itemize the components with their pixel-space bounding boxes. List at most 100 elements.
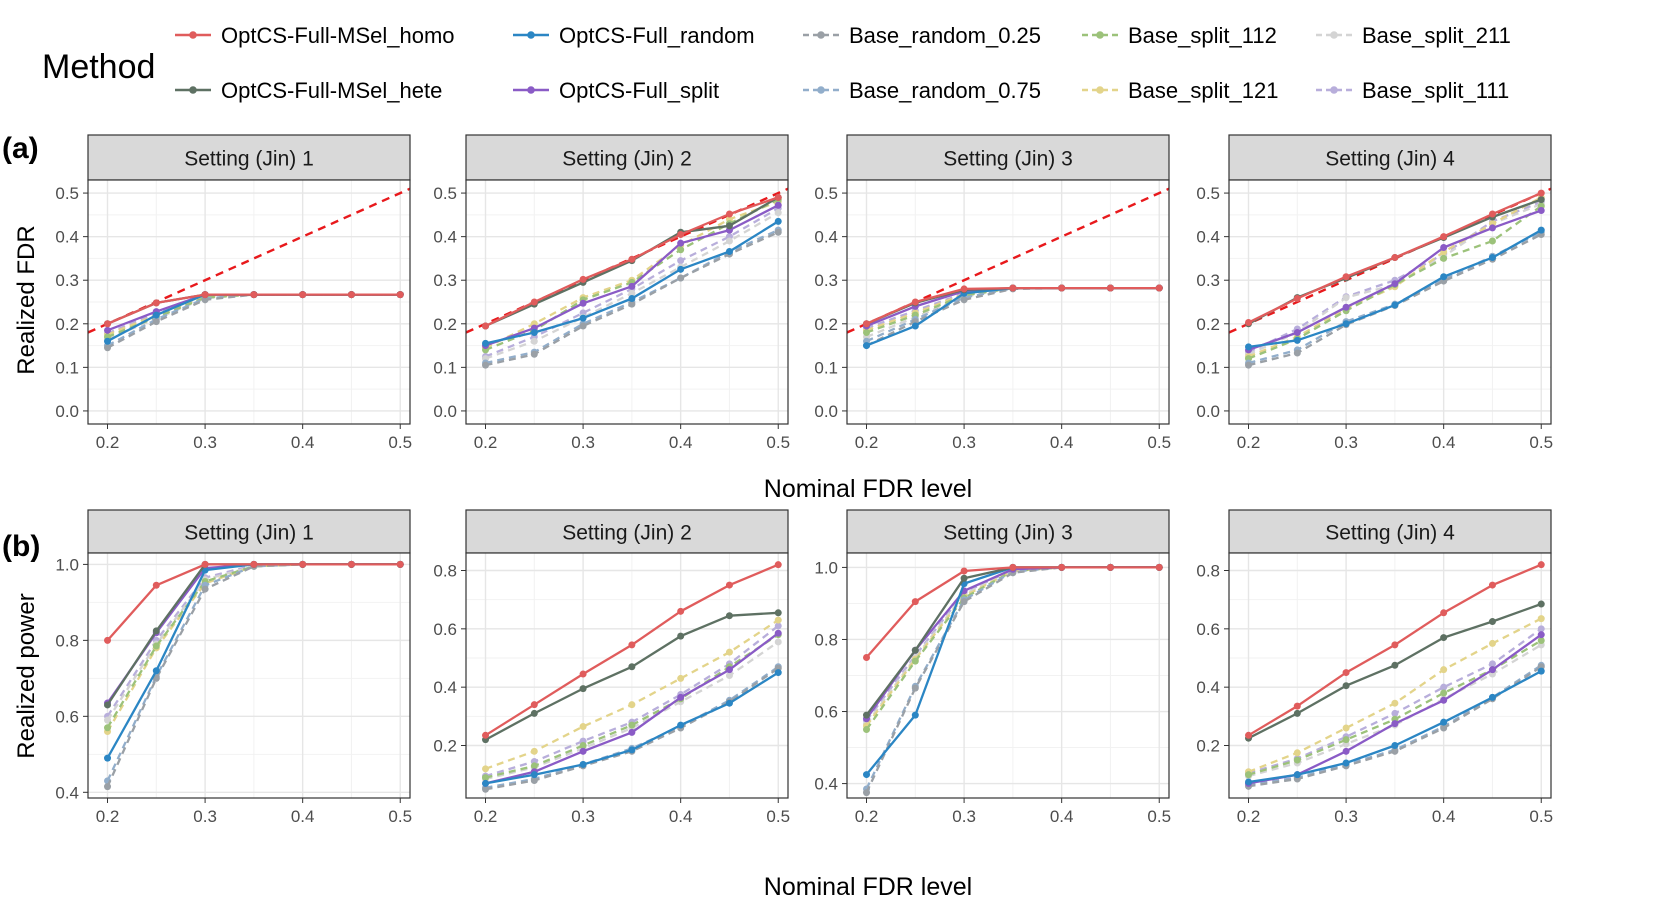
data-point xyxy=(1245,318,1253,326)
y-tick-label: 0.4 xyxy=(814,228,838,247)
facet-title: Setting (Jin) 1 xyxy=(184,148,314,171)
data-point xyxy=(1488,693,1496,701)
data-point xyxy=(960,574,968,582)
legend-entry: Base_split_112 xyxy=(1082,23,1277,48)
legend-marker xyxy=(817,31,825,39)
x-tick-label: 0.4 xyxy=(1432,807,1456,826)
data-point xyxy=(482,779,490,787)
data-point xyxy=(911,646,919,654)
data-point xyxy=(960,567,968,575)
data-point xyxy=(774,209,782,217)
legend-marker xyxy=(1330,31,1338,39)
data-point xyxy=(628,295,636,303)
data-point xyxy=(677,607,685,615)
data-point xyxy=(1440,244,1448,252)
legend-label: Base_split_111 xyxy=(1362,78,1509,103)
facet-panel: Setting (Jin) 3 0.2 0.3 0.4 0.5 0.4 0.6 0.8 1.0 xyxy=(814,509,1171,826)
data-point xyxy=(579,322,587,330)
data-point xyxy=(1391,742,1399,749)
legend-label: Base_random_0.25 xyxy=(849,23,1041,48)
facet-strip xyxy=(87,134,411,181)
data-point xyxy=(1155,563,1163,571)
data-point xyxy=(1488,666,1496,674)
data-point xyxy=(774,228,782,236)
y-tick-label: 0.0 xyxy=(1196,402,1220,421)
x-tick-label: 0.4 xyxy=(1432,433,1456,452)
data-point xyxy=(579,723,587,731)
plot-background xyxy=(1229,553,1551,798)
data-point xyxy=(725,648,733,656)
data-point xyxy=(911,684,919,692)
data-point xyxy=(201,291,209,299)
data-point xyxy=(530,701,538,709)
data-point xyxy=(1155,284,1163,292)
data-point xyxy=(530,329,538,336)
facet-title: Setting (Jin) 4 xyxy=(1325,148,1455,171)
data-point xyxy=(1391,254,1399,262)
data-point xyxy=(1440,634,1448,642)
x-tick-label: 0.3 xyxy=(1334,433,1358,452)
y-tick-label: 0.2 xyxy=(1196,315,1220,334)
x-tick-label: 0.2 xyxy=(855,807,879,826)
data-point xyxy=(1488,581,1496,589)
data-point xyxy=(579,760,587,768)
data-point xyxy=(1488,224,1496,232)
data-point xyxy=(1537,189,1545,197)
data-point xyxy=(725,699,733,707)
data-point xyxy=(1293,349,1301,357)
row-b-ylabel: Realized power xyxy=(13,593,40,758)
data-point xyxy=(201,296,209,304)
facet-title: Setting (Jin) 1 xyxy=(184,522,314,545)
data-point xyxy=(725,666,733,674)
data-point xyxy=(1391,301,1399,309)
row-b-tag: (b) xyxy=(2,530,40,563)
data-point xyxy=(201,560,209,568)
facet-panel: Setting (Jin) 3 0.2 0.3 0.4 0.5 0.0 0.1 0.2 0.3 0… xyxy=(814,134,1171,452)
y-tick-label: 0.0 xyxy=(814,402,838,421)
data-layer xyxy=(88,187,410,352)
data-point xyxy=(1537,226,1545,234)
data-point xyxy=(863,789,871,797)
facet-panel: Setting (Jin) 4 0.2 0.3 0.4 0.5 0.0 0.1 0.2 0.3 0… xyxy=(1196,134,1553,452)
data-point xyxy=(677,257,685,265)
data-point xyxy=(725,237,733,245)
data-point xyxy=(1342,320,1350,328)
data-point xyxy=(1440,233,1448,241)
y-tick-label: 0.1 xyxy=(814,358,838,377)
x-tick-label: 0.5 xyxy=(766,807,790,826)
y-tick-label: 0.2 xyxy=(1196,737,1220,756)
panel-border xyxy=(465,179,789,425)
data-point xyxy=(1293,756,1301,764)
y-tick-label: 0.4 xyxy=(1196,678,1220,697)
data-point xyxy=(1391,661,1399,669)
y-tick-label: 0.5 xyxy=(433,184,457,203)
x-tick-label: 0.3 xyxy=(952,433,976,452)
data-point xyxy=(863,320,871,328)
y-tick-label: 0.2 xyxy=(55,315,79,334)
x-tick-label: 0.5 xyxy=(1529,807,1553,826)
data-point xyxy=(774,669,782,677)
data-point xyxy=(628,255,636,263)
data-point xyxy=(911,298,919,306)
x-tick-label: 0.4 xyxy=(669,807,693,826)
x-tick-label: 0.5 xyxy=(388,807,412,826)
data-point xyxy=(1537,207,1545,214)
panel-border xyxy=(846,179,1170,425)
data-point xyxy=(628,746,636,754)
data-point xyxy=(1106,284,1114,292)
legend-entry: OptCS-Full_random xyxy=(513,23,755,48)
y-tick-label: 0.4 xyxy=(55,783,79,802)
data-point xyxy=(1342,682,1350,690)
y-tick-label: 0.3 xyxy=(1196,271,1220,290)
data-point xyxy=(104,636,112,644)
data-point xyxy=(863,653,871,661)
y-tick-label: 0.3 xyxy=(433,271,457,290)
data-point xyxy=(1342,273,1350,281)
data-point xyxy=(347,291,355,299)
data-point xyxy=(104,344,112,352)
x-tick-label: 0.5 xyxy=(766,433,790,452)
data-point xyxy=(725,210,733,218)
data-point xyxy=(725,247,733,255)
panel-border xyxy=(1228,552,1552,799)
